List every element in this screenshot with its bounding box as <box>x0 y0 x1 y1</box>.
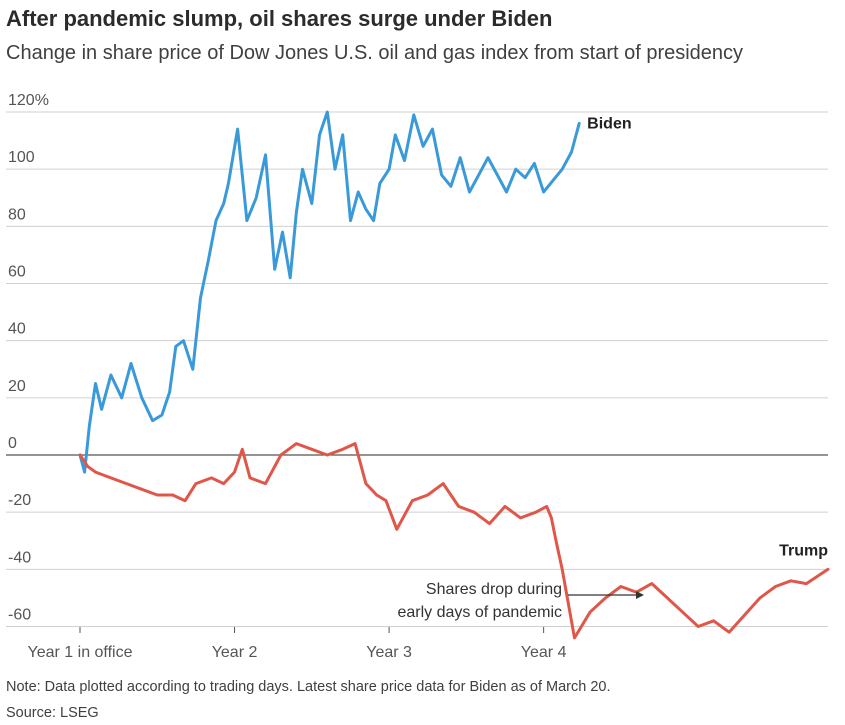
y-tick-label: -40 <box>8 549 31 566</box>
series-label-trump: Trump <box>779 542 828 559</box>
series-line-trump <box>78 442 830 640</box>
chart-title: After pandemic slump, oil shares surge u… <box>6 6 553 31</box>
series-line-biden <box>78 110 581 474</box>
annotation: Shares drop during early days of pandemi… <box>397 581 644 621</box>
annotation-line-1: Shares drop during <box>426 581 562 598</box>
y-axis-ticks: 120% 100 80 60 40 20 0 -20 -40 -60 <box>8 92 49 624</box>
y-tick-label: 0 <box>8 435 17 452</box>
y-tick-label: 80 <box>8 206 26 223</box>
y-tick-label: -20 <box>8 492 31 509</box>
chart-subtitle: Change in share price of Dow Jones U.S. … <box>6 42 744 64</box>
y-tick-label: -60 <box>8 607 31 624</box>
x-tick-label: Year 4 <box>521 644 567 661</box>
y-tick-label: 40 <box>8 321 26 338</box>
x-axis-ticks: Year 1 in office Year 2 Year 3 Year 4 <box>28 627 567 661</box>
series-label-biden: Biden <box>587 115 631 132</box>
annotation-line-2: early days of pandemic <box>397 604 562 621</box>
y-tick-label: 100 <box>8 149 35 166</box>
chart-source: Source: LSEG <box>6 705 99 721</box>
chart-note: Note: Data plotted according to trading … <box>6 679 611 695</box>
x-tick-label: Year 1 in office <box>28 644 133 661</box>
y-tick-label: 120% <box>8 92 49 109</box>
x-tick-label: Year 3 <box>366 644 412 661</box>
y-tick-label: 20 <box>8 378 26 395</box>
y-tick-label: 60 <box>8 264 26 281</box>
series-lines <box>78 110 830 640</box>
series-labels: Biden Trump <box>587 115 828 559</box>
annotation-arrow-head <box>636 591 644 599</box>
x-tick-label: Year 2 <box>212 644 258 661</box>
